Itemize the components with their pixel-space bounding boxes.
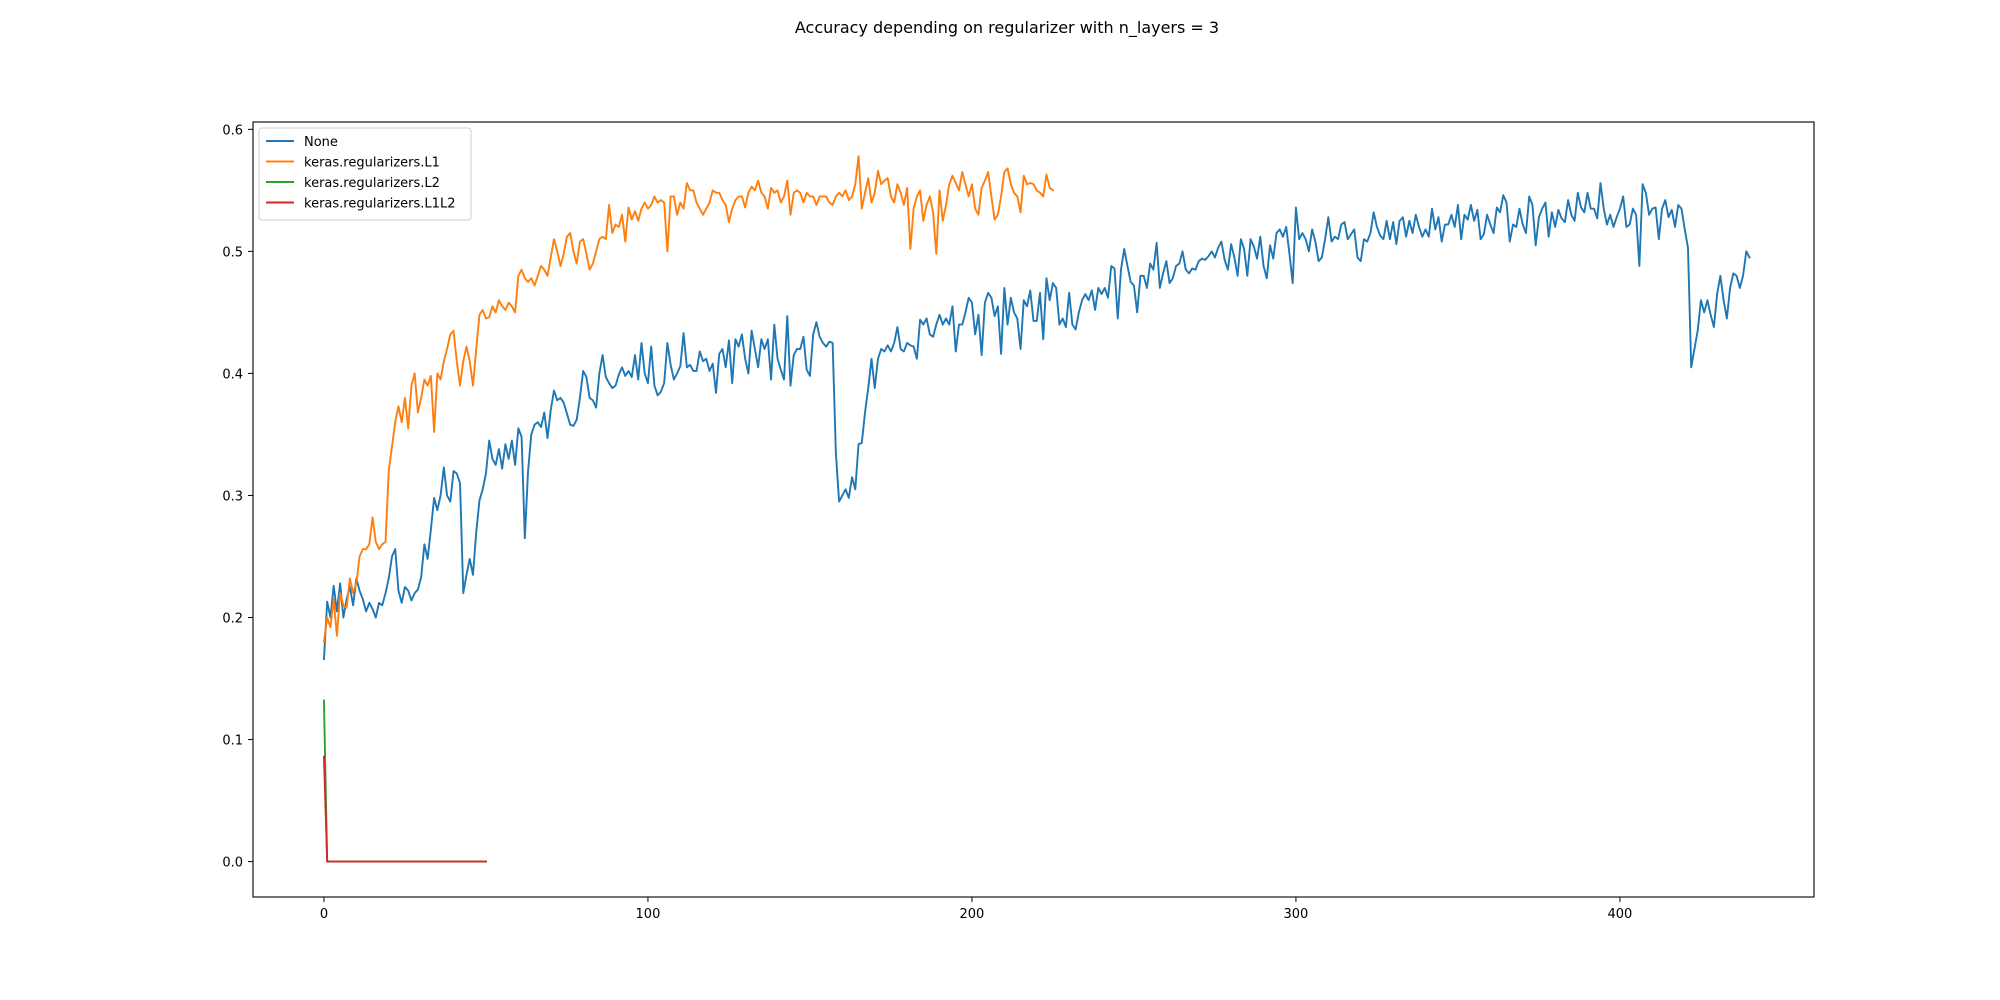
x-axis: 0 100 200 300 400	[320, 897, 1633, 922]
legend: None keras.regularizers.L1 keras.regulariz…	[258, 127, 472, 221]
x-tick-label: 200	[960, 907, 985, 922]
series-line-0	[322, 182, 1751, 661]
y-tick-label: 0.4	[222, 367, 243, 382]
plot-area: 0 100 200 300 400 0.0 0.1 0.2 0.3 0.4 0.5 0.6	[222, 121, 1815, 922]
y-axis: 0.0 0.1 0.2 0.3 0.4 0.5 0.6	[222, 123, 253, 871]
legend-label-2: keras.regularizers.L2	[304, 176, 440, 191]
y-tick-label: 0.1	[222, 734, 243, 749]
legend-frame	[258, 127, 472, 221]
x-tick-label: 400	[1608, 907, 1633, 922]
y-tick-label: 0.0	[222, 856, 243, 871]
axes-frame	[252, 121, 1815, 898]
series-line-1	[322, 155, 1055, 643]
x-tick-label: 100	[636, 907, 661, 922]
x-tick-label: 300	[1284, 907, 1309, 922]
y-tick-label: 0.6	[222, 123, 243, 138]
series-layer	[322, 155, 1751, 863]
series-line-3	[322, 755, 487, 863]
chart-title: Accuracy depending on regularizer with n…	[795, 18, 1219, 38]
legend-label-3: keras.regularizers.L1L2	[304, 197, 455, 212]
x-tick-label: 0	[320, 907, 328, 922]
legend-label-0: None	[304, 135, 338, 150]
y-tick-label: 0.5	[222, 245, 243, 260]
legend-label-1: keras.regularizers.L1	[304, 156, 440, 171]
y-tick-label: 0.2	[222, 612, 243, 627]
y-tick-label: 0.3	[222, 489, 243, 504]
